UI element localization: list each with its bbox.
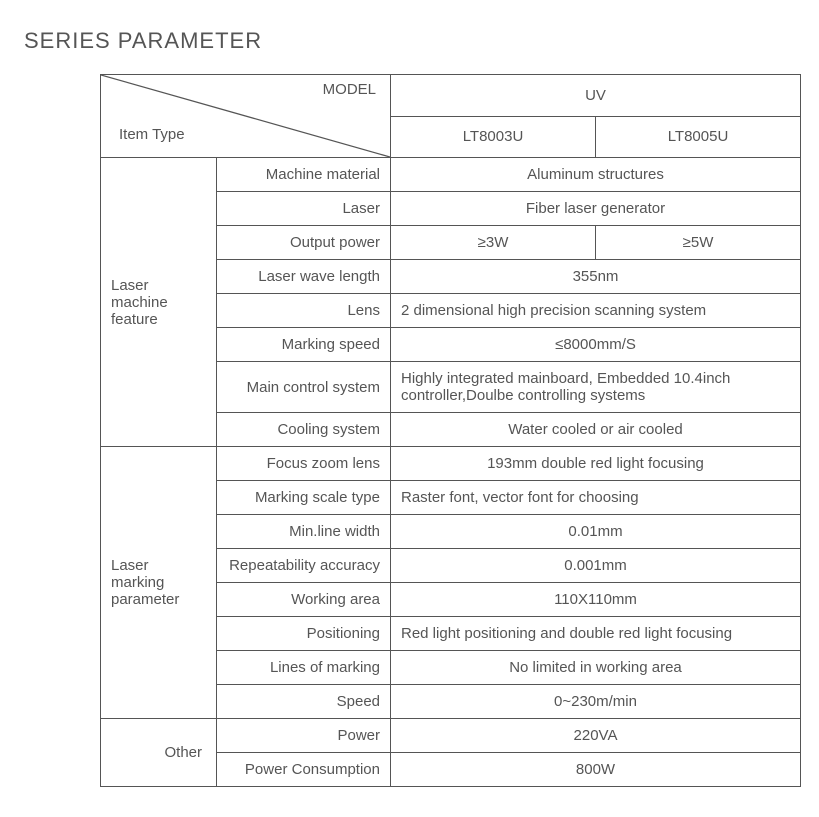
param-label: Power xyxy=(217,719,391,753)
param-label: Min.line width xyxy=(217,515,391,549)
param-label: Main control system xyxy=(217,362,391,413)
param-label: Machine material xyxy=(217,158,391,192)
param-value: 220VA xyxy=(391,719,801,753)
param-value-a: ≥3W xyxy=(391,226,596,260)
param-label: Positioning xyxy=(217,617,391,651)
param-label: Output power xyxy=(217,226,391,260)
param-value: 110X110mm xyxy=(391,583,801,617)
table-row: Other Power 220VA xyxy=(101,719,801,753)
header-series-name: UV xyxy=(391,75,801,117)
category-other: Other xyxy=(101,719,217,787)
table-header-row-1: MODEL Item Type UV xyxy=(101,75,801,117)
param-value: 0.001mm xyxy=(391,549,801,583)
param-label: Marking speed xyxy=(217,328,391,362)
param-value: No limited in working area xyxy=(391,651,801,685)
param-label: Laser wave length xyxy=(217,260,391,294)
param-value: 800W xyxy=(391,753,801,787)
param-value: 0~230m/min xyxy=(391,685,801,719)
category-laser-marking-parameter: Laser marking parameter xyxy=(101,447,217,719)
param-value: Water cooled or air cooled xyxy=(391,413,801,447)
header-model-b: LT8005U xyxy=(596,116,801,158)
table-row: Laser machine feature Machine material A… xyxy=(101,158,801,192)
param-label: Power Consumption xyxy=(217,753,391,787)
param-value: Raster font, vector font for choosing xyxy=(391,481,801,515)
param-value-b: ≥5W xyxy=(596,226,801,260)
param-value: ≤8000mm/S xyxy=(391,328,801,362)
category-laser-machine-feature: Laser machine feature xyxy=(101,158,217,447)
parameter-table: MODEL Item Type UV LT8003U LT8005U Laser… xyxy=(100,74,801,787)
param-label: Cooling system xyxy=(217,413,391,447)
param-label: Marking scale type xyxy=(217,481,391,515)
param-label: Lines of marking xyxy=(217,651,391,685)
param-label: Laser xyxy=(217,192,391,226)
param-value: 0.01mm xyxy=(391,515,801,549)
page-title: SERIES PARAMETER xyxy=(24,28,799,54)
header-model-a: LT8003U xyxy=(391,116,596,158)
param-value: 2 dimensional high precision scanning sy… xyxy=(391,294,801,328)
param-value: Highly integrated mainboard, Embedded 10… xyxy=(391,362,801,413)
param-label: Focus zoom lens xyxy=(217,447,391,481)
header-model-label: MODEL xyxy=(323,81,376,98)
param-value: 193mm double red light focusing xyxy=(391,447,801,481)
param-label: Repeatability accuracy xyxy=(217,549,391,583)
param-label: Speed xyxy=(217,685,391,719)
param-value: 355nm xyxy=(391,260,801,294)
param-label: Working area xyxy=(217,583,391,617)
header-item-type-label: Item Type xyxy=(119,126,185,143)
param-label: Lens xyxy=(217,294,391,328)
param-value: Fiber laser generator xyxy=(391,192,801,226)
param-value: Red light positioning and double red lig… xyxy=(391,617,801,651)
header-diagonal-cell: MODEL Item Type xyxy=(101,75,391,158)
table-row: Laser marking parameter Focus zoom lens … xyxy=(101,447,801,481)
param-value: Aluminum structures xyxy=(391,158,801,192)
